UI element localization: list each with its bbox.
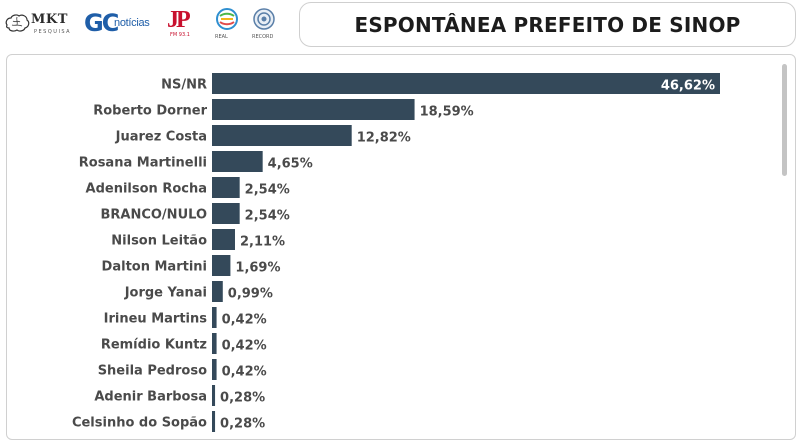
value-label-1: 18,59%: [420, 105, 474, 120]
category-label-10: Remídio Kuntz: [101, 338, 207, 353]
bar-8: [212, 281, 223, 302]
value-label-0: 46,62%: [661, 79, 715, 94]
category-label-9: Irineu Martins: [104, 312, 208, 327]
bar-0: [212, 73, 720, 94]
bar-10: [212, 333, 217, 354]
mkt-logo-text: MKT: [31, 12, 68, 27]
category-label-2: Juarez Costa: [115, 130, 207, 145]
bar-7: [212, 255, 231, 276]
bar-3: [212, 151, 263, 172]
category-label-8: Jorge Yanai: [124, 286, 207, 301]
value-label-11: 0,42%: [222, 365, 267, 380]
value-label-6: 2,11%: [240, 235, 285, 250]
brain-icon: [5, 14, 30, 32]
real-mark-icon: [216, 8, 238, 30]
bar-9: [212, 307, 217, 328]
page-title: ESPONTÂNEA PREFEITO DE SINOP: [354, 12, 741, 37]
mkt-pesquisa-logo: MKT PESQUISA: [4, 10, 74, 36]
category-label-13: Celsinho do Sopão: [72, 416, 207, 431]
value-label-4: 2,54%: [245, 183, 290, 198]
category-label-6: Nilson Leitão: [111, 234, 207, 249]
category-label-0: NS/NR: [161, 78, 207, 93]
title-box: ESPONTÂNEA PREFEITO DE SINOP: [299, 2, 796, 47]
record-mark-icon: [253, 8, 275, 30]
value-label-10: 0,42%: [222, 339, 267, 354]
mkt-logo-subtext: PESQUISA: [34, 29, 72, 35]
category-label-3: Rosana Martinelli: [79, 156, 207, 171]
real-logo-subtext: REAL: [215, 34, 228, 40]
jp-logo-subtext: FM 93.1: [170, 32, 190, 38]
record-logo: RECORD: [252, 7, 276, 40]
jovem-pan-logo: JP FM 93.1: [166, 7, 194, 40]
bar-2: [212, 125, 352, 146]
value-label-7: 1,69%: [235, 261, 280, 276]
category-label-5: BRANCO/NULO: [100, 208, 207, 223]
value-label-8: 0,99%: [228, 287, 273, 302]
bar-6: [212, 229, 235, 250]
bar-12: [212, 385, 216, 406]
value-label-3: 4,65%: [268, 157, 313, 172]
jp-logo-text: JP: [167, 7, 191, 33]
value-label-13: 0,28%: [220, 417, 265, 432]
bar-1: [212, 99, 415, 120]
value-label-12: 0,28%: [220, 391, 265, 406]
category-label-4: Adenilson Rocha: [86, 182, 207, 197]
value-label-5: 2,54%: [245, 209, 290, 224]
real-logo: REAL: [215, 7, 239, 40]
gc-noticias-logo: GC notícias: [84, 9, 154, 39]
category-label-1: Roberto Dorner: [93, 104, 207, 119]
category-label-7: Dalton Martini: [102, 260, 207, 275]
scrollbar-thumb[interactable]: [782, 64, 787, 176]
gc-logo-subtext: notícias: [114, 17, 150, 29]
bar-13: [212, 411, 216, 432]
bar-4: [212, 177, 240, 198]
value-label-2: 12,82%: [357, 131, 411, 146]
sponsor-logos: MKT PESQUISA GC notícias JP FM 93.1 REAL…: [0, 0, 290, 50]
category-label-12: Adenir Barbosa: [94, 390, 207, 405]
value-label-9: 0,42%: [222, 313, 267, 328]
bar-11: [212, 359, 217, 380]
category-label-11: Sheila Pedroso: [98, 364, 207, 379]
bar-5: [212, 203, 240, 224]
record-logo-subtext: RECORD: [252, 34, 274, 40]
gc-logo-text: GC: [84, 9, 119, 37]
